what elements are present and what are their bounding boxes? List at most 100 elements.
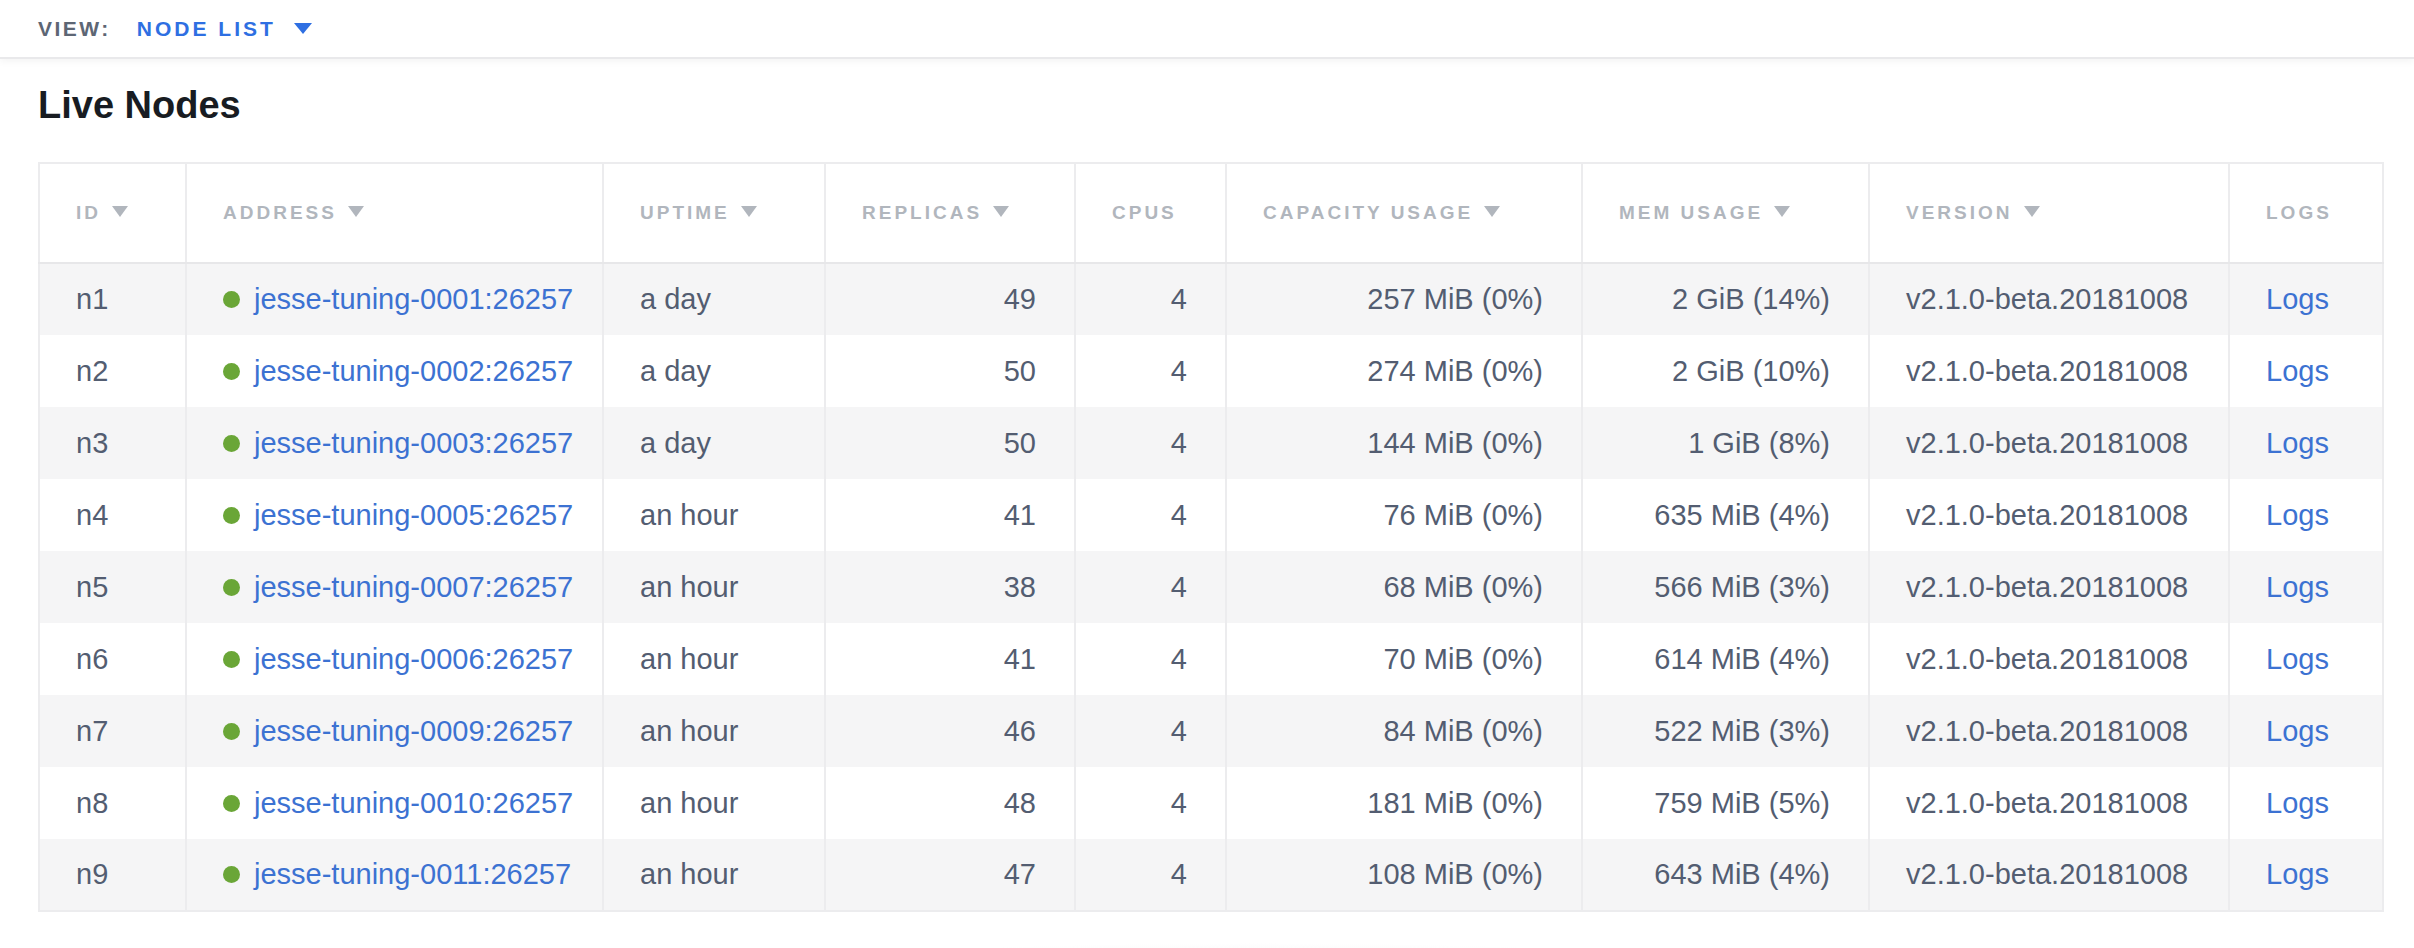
column-header-cpus: CPUS [1075, 163, 1226, 263]
below-fold-shadow [560, 916, 1960, 948]
view-label: VIEW: [38, 17, 111, 41]
cell-replicas: 47 [825, 839, 1075, 911]
logs-link[interactable]: Logs [2266, 643, 2329, 675]
logs-link[interactable]: Logs [2266, 283, 2329, 315]
cell-replicas: 46 [825, 695, 1075, 767]
node-address-wrap: jesse-tuning-0007:26257 [223, 571, 602, 604]
cell-id: n6 [39, 623, 186, 695]
column-header-label: VERSION [1906, 202, 2013, 223]
live-nodes-table-card: ID ADDRESS UPTIME REPLICAS CPUS CAPACITY USAG… [38, 162, 2378, 912]
cell-replicas: 38 [825, 551, 1075, 623]
node-address-link[interactable]: jesse-tuning-0009:26257 [254, 715, 573, 748]
column-header-label: MEM USAGE [1619, 202, 1763, 223]
column-header-address[interactable]: ADDRESS [186, 163, 603, 263]
cell-logs: Logs [2229, 623, 2383, 695]
table-header-row: ID ADDRESS UPTIME REPLICAS CPUS CAPACITY USAG… [39, 163, 2383, 263]
cell-address: jesse-tuning-0006:26257 [186, 623, 603, 695]
node-address-link[interactable]: jesse-tuning-0006:26257 [254, 643, 573, 676]
sort-desc-icon [741, 206, 757, 217]
logs-link[interactable]: Logs [2266, 858, 2329, 890]
cell-cpus: 4 [1075, 479, 1226, 551]
node-live-status-icon [223, 507, 240, 524]
column-header-label: ADDRESS [223, 202, 337, 223]
cell-mem: 566 MiB (3%) [1582, 551, 1869, 623]
logs-link[interactable]: Logs [2266, 427, 2329, 459]
node-address-link[interactable]: jesse-tuning-0010:26257 [254, 787, 573, 820]
node-row: n5jesse-tuning-0007:26257an hour38468 Mi… [39, 551, 2383, 623]
cell-id: n1 [39, 263, 186, 335]
column-header-label: CPUS [1112, 202, 1177, 223]
cell-logs: Logs [2229, 479, 2383, 551]
node-live-status-icon [223, 723, 240, 740]
sort-desc-icon [112, 206, 128, 217]
column-header-replicas[interactable]: REPLICAS [825, 163, 1075, 263]
column-header-capacity[interactable]: CAPACITY USAGE [1226, 163, 1582, 263]
node-address-wrap: jesse-tuning-0001:26257 [223, 283, 602, 316]
node-address-link[interactable]: jesse-tuning-0005:26257 [254, 499, 573, 532]
cell-capacity: 84 MiB (0%) [1226, 695, 1582, 767]
cell-address: jesse-tuning-0007:26257 [186, 551, 603, 623]
logs-link[interactable]: Logs [2266, 787, 2329, 819]
cell-mem: 614 MiB (4%) [1582, 623, 1869, 695]
cell-address: jesse-tuning-0002:26257 [186, 335, 603, 407]
node-row: n3jesse-tuning-0003:26257a day504144 MiB… [39, 407, 2383, 479]
node-address-wrap: jesse-tuning-0011:26257 [223, 858, 602, 891]
cell-uptime: a day [603, 263, 825, 335]
node-address-link[interactable]: jesse-tuning-0001:26257 [254, 283, 573, 316]
node-row: n8jesse-tuning-0010:26257an hour484181 M… [39, 767, 2383, 839]
cell-capacity: 257 MiB (0%) [1226, 263, 1582, 335]
cell-version: v2.1.0-beta.20181008 [1869, 335, 2229, 407]
cell-mem: 2 GiB (14%) [1582, 263, 1869, 335]
node-live-status-icon [223, 866, 240, 883]
logs-link[interactable]: Logs [2266, 499, 2329, 531]
cell-capacity: 70 MiB (0%) [1226, 623, 1582, 695]
cell-id: n4 [39, 479, 186, 551]
cell-replicas: 50 [825, 335, 1075, 407]
logs-link[interactable]: Logs [2266, 355, 2329, 387]
node-address-wrap: jesse-tuning-0002:26257 [223, 355, 602, 388]
cell-version: v2.1.0-beta.20181008 [1869, 839, 2229, 911]
cell-capacity: 68 MiB (0%) [1226, 551, 1582, 623]
cell-capacity: 76 MiB (0%) [1226, 479, 1582, 551]
node-address-wrap: jesse-tuning-0003:26257 [223, 427, 602, 460]
node-live-status-icon [223, 795, 240, 812]
cell-version: v2.1.0-beta.20181008 [1869, 407, 2229, 479]
column-header-label: REPLICAS [862, 202, 982, 223]
column-header-mem[interactable]: MEM USAGE [1582, 163, 1869, 263]
cell-replicas: 49 [825, 263, 1075, 335]
cell-logs: Logs [2229, 767, 2383, 839]
cell-capacity: 108 MiB (0%) [1226, 839, 1582, 911]
cell-address: jesse-tuning-0001:26257 [186, 263, 603, 335]
cell-replicas: 48 [825, 767, 1075, 839]
column-header-logs: LOGS [2229, 163, 2383, 263]
node-address-link[interactable]: jesse-tuning-0002:26257 [254, 355, 573, 388]
column-header-version[interactable]: VERSION [1869, 163, 2229, 263]
cell-address: jesse-tuning-0005:26257 [186, 479, 603, 551]
cell-cpus: 4 [1075, 695, 1226, 767]
logs-link[interactable]: Logs [2266, 715, 2329, 747]
cell-id: n9 [39, 839, 186, 911]
cell-address: jesse-tuning-0011:26257 [186, 839, 603, 911]
view-dropdown-value: NODE LIST [137, 17, 276, 41]
node-address-link[interactable]: jesse-tuning-0011:26257 [254, 858, 571, 891]
logs-link[interactable]: Logs [2266, 571, 2329, 603]
cell-id: n5 [39, 551, 186, 623]
sort-desc-icon [2024, 206, 2040, 217]
cell-logs: Logs [2229, 839, 2383, 911]
cell-replicas: 50 [825, 407, 1075, 479]
node-address-link[interactable]: jesse-tuning-0007:26257 [254, 571, 573, 604]
cell-logs: Logs [2229, 695, 2383, 767]
view-dropdown[interactable]: NODE LIST [137, 17, 312, 41]
cell-capacity: 144 MiB (0%) [1226, 407, 1582, 479]
node-address-link[interactable]: jesse-tuning-0003:26257 [254, 427, 573, 460]
cell-version: v2.1.0-beta.20181008 [1869, 767, 2229, 839]
node-row: n1jesse-tuning-0001:26257a day494257 MiB… [39, 263, 2383, 335]
node-address-wrap: jesse-tuning-0005:26257 [223, 499, 602, 532]
node-row: n6jesse-tuning-0006:26257an hour41470 Mi… [39, 623, 2383, 695]
cell-cpus: 4 [1075, 551, 1226, 623]
column-header-id[interactable]: ID [39, 163, 186, 263]
column-header-uptime[interactable]: UPTIME [603, 163, 825, 263]
column-header-label: UPTIME [640, 202, 730, 223]
cell-uptime: an hour [603, 839, 825, 911]
cell-logs: Logs [2229, 335, 2383, 407]
